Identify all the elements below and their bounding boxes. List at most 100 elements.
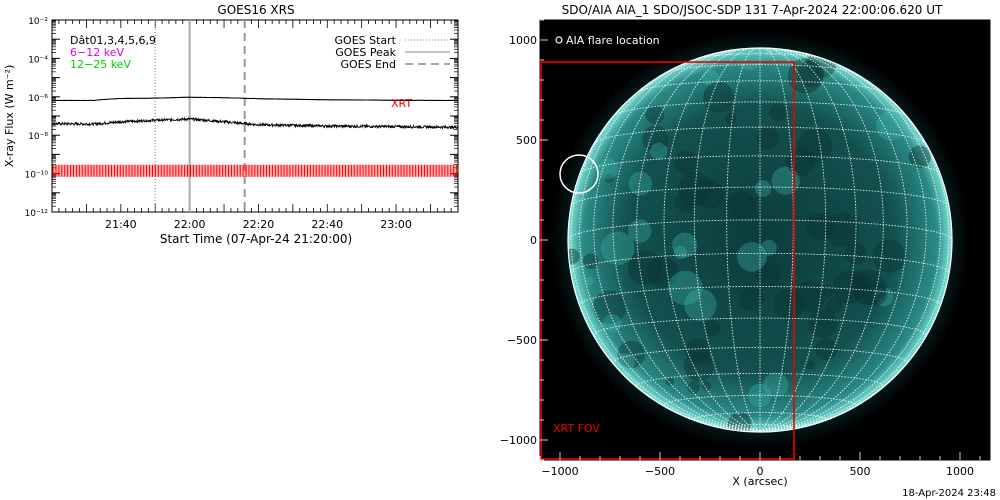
solar-texture-blob <box>597 158 619 180</box>
solar-texture-blob <box>600 231 635 266</box>
aia-y-tick-label: 1000 <box>509 34 537 47</box>
x-tick-label: 23:00 <box>380 218 412 231</box>
solar-texture-blob <box>683 351 714 382</box>
solar-texture-blob <box>769 103 787 122</box>
aia-x-tick-label: −1000 <box>541 465 578 478</box>
solar-texture-blob <box>583 276 594 286</box>
goes-plot-frame <box>51 19 459 213</box>
longitude-line <box>636 48 761 432</box>
solar-texture-blob <box>604 173 614 183</box>
solar-texture-blob <box>685 338 710 364</box>
solar-texture-blob <box>793 281 826 313</box>
aia-x-tick-label: 500 <box>850 465 871 478</box>
aia-y-tick-label: 500 <box>516 134 537 147</box>
aia-x-tick-label: −500 <box>645 465 675 478</box>
solar-limb <box>567 47 953 433</box>
solar-texture-blob <box>808 308 838 338</box>
solar-texture-blob <box>787 58 823 94</box>
x-tick-label: 21:40 <box>105 218 137 231</box>
xrt-series-label: XRT <box>391 97 412 110</box>
aia-x-axis-label: X (arcsec) <box>732 475 787 488</box>
aia-legend-marker <box>555 36 563 44</box>
solar-texture-blob <box>773 288 805 320</box>
xrt-flux-series <box>52 164 458 177</box>
solar-texture-blob <box>797 128 832 163</box>
solar-texture-blob <box>726 191 757 221</box>
x-tick-label: 22:00 <box>174 218 206 231</box>
latitude-line <box>637 80 883 93</box>
solar-texture-blob <box>687 380 701 394</box>
solar-texture-blob <box>704 320 721 337</box>
y-tick-label: 10⁻¹² <box>25 209 49 219</box>
latitude-line <box>570 186 950 207</box>
legend-goes-end: GOES End <box>340 58 396 71</box>
footer-timestamp: 18-Apr-2024 23:48 <box>902 488 996 499</box>
y-tick-label: 10⁻⁴ <box>28 55 48 65</box>
longitude-line <box>693 48 761 432</box>
solar-texture-blob <box>627 219 652 243</box>
solar-texture-blob <box>805 360 815 370</box>
legend-12-25-kev: 12−25 keV <box>70 58 131 71</box>
solar-texture-blob <box>628 171 653 196</box>
longitude-line <box>593 50 761 432</box>
xrt-fov-box <box>540 61 795 460</box>
aia-x-tick-label: 0 <box>757 465 764 478</box>
goes-chart: GOES16 XRS 10⁻¹² 10⁻¹⁰ 10⁻⁸ 10⁻⁶ 10⁻⁴ 10⁻² 21:… <box>3 3 459 246</box>
y-tick-label: 10⁻¹⁰ <box>25 171 49 181</box>
longitude-line <box>759 50 927 432</box>
x-tick-label: 22:20 <box>243 218 275 231</box>
aia-x-tick-label: 1000 <box>946 465 974 478</box>
solar-texture-blob <box>755 262 780 288</box>
solar-texture-blob <box>703 81 734 113</box>
longitude-line <box>612 50 761 432</box>
latitude-line <box>663 394 857 406</box>
series-12-25-kev-line <box>51 116 459 131</box>
goes-axis-ticks: 10⁻¹² 10⁻¹⁰ 10⁻⁸ 10⁻⁶ 10⁻⁴ 10⁻² 21:40 22:00 22:2… <box>25 17 459 231</box>
solar-texture-blob <box>701 380 712 391</box>
longitude-line <box>726 48 761 432</box>
solar-texture-blob <box>645 105 665 125</box>
solar-texture-blob <box>754 180 772 197</box>
solar-texture-blob <box>821 284 834 298</box>
solar-texture-blob <box>672 232 698 258</box>
longitude-line <box>759 55 941 432</box>
solar-texture-blob <box>876 111 906 141</box>
solar-texture-blob <box>797 60 825 88</box>
solar-texture-blob <box>824 212 860 247</box>
solar-texture-blob <box>832 270 867 304</box>
longitude-line <box>579 55 761 432</box>
goes-title: GOES16 XRS <box>217 3 294 17</box>
goes-x-axis-label: Start Time (07-Apr-24 21:20:00) <box>160 232 352 246</box>
solar-texture-blob <box>806 212 835 241</box>
longitude-line <box>759 48 884 432</box>
aia-y-tick-label: −1000 <box>500 434 537 447</box>
latitude-line <box>613 101 907 117</box>
solar-texture-blob <box>760 239 777 256</box>
longitude-line <box>759 50 908 432</box>
longitude-line <box>759 77 950 432</box>
x-tick-label: 22:40 <box>311 218 343 231</box>
solar-texture-blob <box>844 242 867 265</box>
latitude-line <box>665 64 855 73</box>
series-6-12-kev-line <box>52 96 459 102</box>
aia-y-tick-label: −500 <box>507 334 537 347</box>
solar-texture-blob <box>628 250 664 286</box>
solar-disk <box>568 48 952 432</box>
goes-right-legend: GOES Start GOES Peak GOES End <box>335 34 450 71</box>
longitude-line <box>570 77 761 432</box>
longitude-line <box>759 48 857 432</box>
solar-texture-blob <box>850 269 887 306</box>
solar-texture-blob <box>756 126 779 150</box>
solar-texture-blob <box>771 166 800 195</box>
longitude-line <box>663 48 761 432</box>
heliographic-grid <box>568 48 952 432</box>
solar-texture-blob <box>724 113 737 125</box>
solar-texture-blob <box>739 287 764 312</box>
solar-texture-blob <box>674 150 699 175</box>
aia-panel: SDO/AIA AIA_1 SDO/JSOC-SDP 131 7-Apr-202… <box>500 3 996 499</box>
longitude-line <box>759 48 827 432</box>
legend-goes-peak: GOES Peak <box>335 46 396 59</box>
solar-texture-blob <box>665 376 674 386</box>
y-tick-label: 10⁻⁶ <box>28 94 48 104</box>
